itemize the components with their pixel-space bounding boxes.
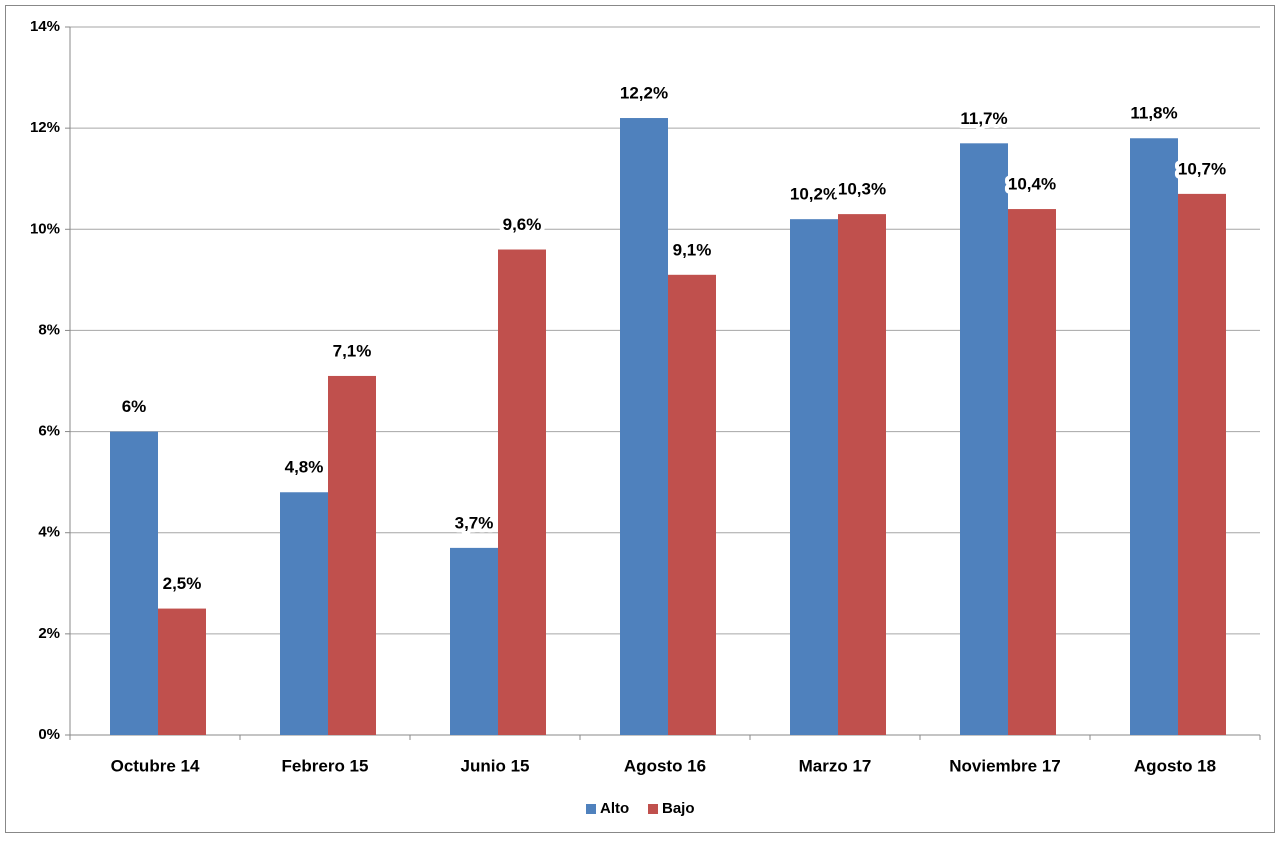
y-tick-label: 14% (30, 18, 60, 35)
data-label: 9,6% (503, 215, 542, 234)
data-label: 4,8% (285, 458, 324, 477)
y-tick-label: 12% (30, 119, 60, 136)
data-label: 10,4% (1008, 175, 1056, 194)
data-label: 12,2% (620, 84, 668, 103)
bar (1130, 138, 1178, 735)
x-tick-label: Marzo 17 (799, 756, 872, 775)
y-tick-label: 0% (38, 726, 60, 743)
y-tick-label: 6% (38, 423, 60, 440)
data-label: 3,7% (455, 513, 494, 532)
data-label: 11,7% (960, 109, 1007, 128)
x-tick-label: Noviembre 17 (949, 756, 1061, 775)
bar (668, 274, 716, 735)
bar (838, 214, 886, 736)
data-label: 9,1% (673, 240, 712, 259)
y-tick-label: 2% (38, 625, 60, 642)
bar (328, 375, 376, 735)
data-label: 7,1% (333, 341, 372, 360)
x-tick-label: Octubre 14 (111, 756, 200, 775)
x-tick-label: Agosto 16 (624, 756, 706, 775)
bar (1178, 193, 1226, 735)
x-tick-label: Febrero 15 (282, 756, 369, 775)
data-label: 6% (122, 397, 147, 416)
bar (450, 547, 498, 735)
bar (280, 492, 328, 735)
y-tick-label: 4% (38, 524, 60, 541)
bar (158, 608, 206, 735)
bar (498, 249, 546, 735)
y-tick-label: 8% (38, 321, 60, 338)
bar (110, 431, 158, 735)
x-tick-label: Junio 15 (461, 756, 530, 775)
legend-swatch (586, 804, 596, 814)
data-label: 2,5% (163, 574, 202, 593)
bar (960, 143, 1008, 736)
data-label: 10,7% (1178, 159, 1226, 178)
y-tick-label: 10% (30, 220, 60, 237)
data-label: 11,8% (1130, 104, 1177, 123)
bar (790, 219, 838, 735)
legend-label: Alto (600, 800, 629, 817)
legend-label: Bajo (662, 800, 695, 817)
x-tick-label: Agosto 18 (1134, 756, 1216, 775)
data-label: 10,2% (790, 185, 838, 204)
bar (620, 118, 668, 736)
legend-swatch (648, 804, 658, 814)
bar (1008, 209, 1056, 736)
data-label: 10,3% (838, 180, 886, 199)
